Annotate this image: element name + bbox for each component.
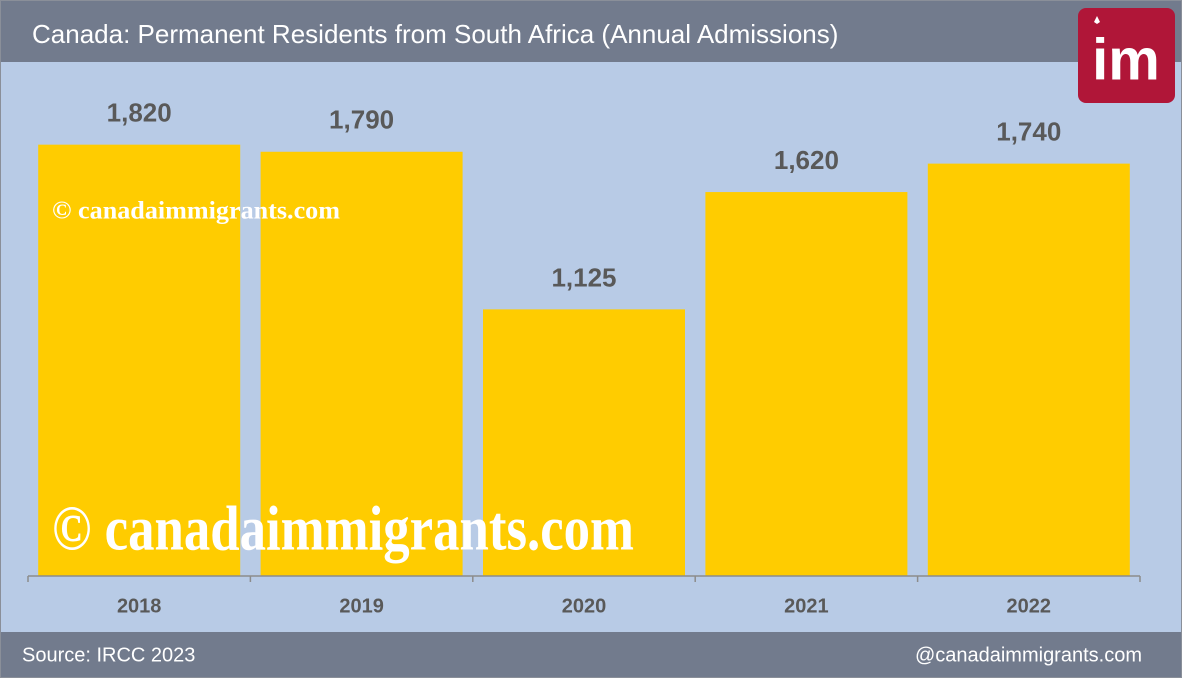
value-label: 1,790 [329,105,394,135]
x-tick-label: 2021 [784,595,829,617]
header-bar [0,0,1182,62]
bar [705,192,908,576]
credit: @canadaimmigrants.com [915,644,1142,666]
x-tick-label: 2019 [339,595,384,617]
bar [483,309,685,576]
value-label: 1,620 [774,145,839,175]
logo-text: im [1092,27,1160,92]
chart-title: Canada: Permanent Residents from South A… [32,19,838,49]
value-label: 1,820 [107,98,172,128]
value-label: 1,740 [996,116,1061,146]
source: Source: IRCC 2023 [22,644,195,666]
value-label: 1,125 [551,262,616,292]
x-tick-label: 2018 [117,595,162,617]
watermark-large: © canadaimmigrants.com [52,493,634,564]
plot: 1,820 2018 1,790 2019 1,125 2020 1,620 2021 1,74… [27,98,1141,617]
x-tick-label: 2022 [1007,595,1052,617]
watermark-small: © canadaimmigrants.com [52,198,340,225]
logo [1078,8,1175,103]
footer-bar [0,632,1182,678]
bar [260,151,463,576]
bar [38,144,241,576]
logo-leaf [1094,16,1100,24]
bar [927,163,1130,576]
x-tick-label: 2020 [562,595,607,617]
